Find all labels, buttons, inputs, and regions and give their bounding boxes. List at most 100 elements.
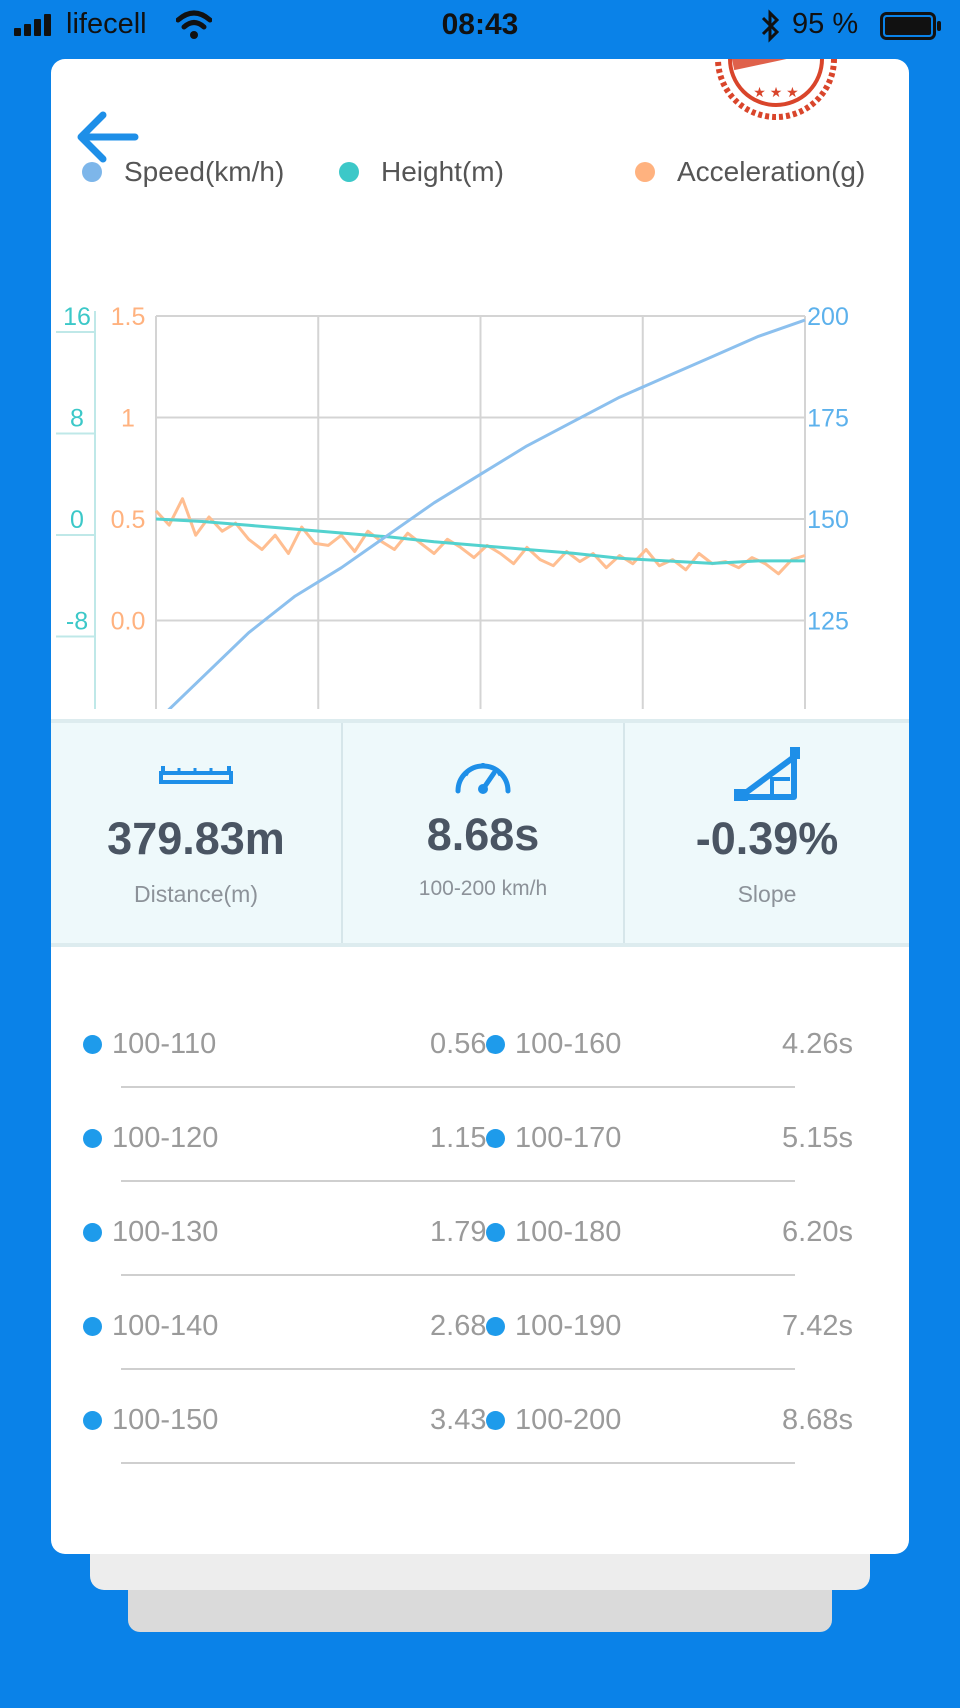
speed-tick-label: 200 xyxy=(807,303,849,331)
speedometer-icon xyxy=(343,753,623,795)
split-range: 100-180 xyxy=(515,1215,622,1248)
split-time: 6.20s xyxy=(782,1216,853,1248)
height-tick-label: 0 xyxy=(70,506,84,534)
svg-text:★ ★ ★: ★ ★ ★ xyxy=(753,84,798,100)
stat-slope: -0.39% Slope xyxy=(625,723,909,943)
split-right: 100-190 xyxy=(486,1296,621,1356)
time-value: 8.68s xyxy=(426,809,540,860)
acceleration-tick-label: 1.5 xyxy=(111,303,146,331)
distance-label: Distance(m) xyxy=(134,881,258,907)
slope-label: Slope xyxy=(737,881,797,907)
ruler-icon xyxy=(51,763,341,785)
split-time: 5.15s xyxy=(782,1122,853,1154)
split-right: 100-180 xyxy=(486,1202,621,1262)
status-bar: lifecell 08:43 95 % xyxy=(0,0,960,56)
back-button[interactable] xyxy=(75,109,141,165)
legend-acceleration-dot xyxy=(635,162,655,182)
acceleration-tick-label: 0.5 xyxy=(111,506,146,534)
slope-icon xyxy=(625,745,909,801)
bluetooth-icon xyxy=(761,9,780,43)
arrow-left-icon xyxy=(77,111,139,163)
legend-acceleration: Acceleration(g) xyxy=(635,156,865,188)
distance-value: 379.83m xyxy=(107,813,285,864)
split-left: 100-110 xyxy=(83,1014,216,1074)
split-left: 100-150 xyxy=(83,1390,218,1450)
legend-speed-label: Speed(km/h) xyxy=(124,156,285,187)
row-divider xyxy=(121,1086,795,1088)
time-label: 100-200 km/h xyxy=(418,877,548,900)
split-left: 100-130 xyxy=(83,1202,218,1262)
split-row: 100-150 3.43s 100-200 8.68s xyxy=(51,1390,909,1484)
legend-speed: Speed(km/h) xyxy=(82,156,284,188)
stats-panel: 379.83m Distance(m) 8.68s 100-200 km/h xyxy=(51,719,909,947)
split-range: 100-110 xyxy=(112,1027,217,1060)
wifi-icon xyxy=(176,10,212,39)
legend-height-dot xyxy=(339,162,359,182)
stat-divider xyxy=(623,723,625,943)
height-series-line xyxy=(155,517,805,565)
legend-height: Height(m) xyxy=(339,156,504,188)
split-dot xyxy=(83,1128,102,1148)
battery-icon xyxy=(880,12,941,40)
acceleration-tick-label: 1 xyxy=(121,405,135,433)
height-tick-label: 8 xyxy=(70,405,84,433)
split-right: 100-160 xyxy=(486,1014,621,1074)
split-dot xyxy=(83,1222,102,1242)
split-dot xyxy=(486,1222,505,1242)
split-time: 7.42s xyxy=(782,1310,853,1342)
split-range: 100-200 xyxy=(515,1403,622,1436)
acceleration-series-line xyxy=(154,497,806,576)
split-right: 100-170 xyxy=(486,1108,621,1168)
signal-icon xyxy=(14,14,51,36)
split-time: 4.26s xyxy=(782,1028,853,1060)
clock: 08:43 xyxy=(441,8,519,41)
row-divider xyxy=(121,1274,795,1276)
split-time: 3.43s xyxy=(430,1404,501,1436)
split-range: 100-140 xyxy=(112,1309,219,1342)
slope-value: -0.39% xyxy=(695,813,839,864)
split-dot xyxy=(486,1316,505,1336)
legend-speed-dot xyxy=(82,162,102,182)
split-range: 100-120 xyxy=(112,1121,219,1154)
split-row: 100-120 1.15s 100-170 5.15s xyxy=(51,1108,909,1202)
stamp-icon: ★ ★ ★ xyxy=(715,59,837,120)
split-time: 1.15s xyxy=(430,1122,501,1154)
legend-height-label: Height(m) xyxy=(381,156,504,187)
height-tick-label: 16 xyxy=(63,303,91,331)
speed-tick-label: 150 xyxy=(807,506,849,534)
row-divider xyxy=(121,1180,795,1182)
split-row: 100-110 0.56s 100-160 4.26s xyxy=(51,1014,909,1108)
split-left: 100-120 xyxy=(83,1108,218,1168)
stat-distance: 379.83m Distance(m) xyxy=(51,723,341,943)
split-time: 1.79s xyxy=(430,1216,501,1248)
chart-legend: Speed(km/h) Height(m) Acceleration(g) xyxy=(51,156,909,196)
split-time: 0.56s xyxy=(430,1028,501,1060)
split-dot xyxy=(83,1316,102,1336)
split-range: 100-160 xyxy=(515,1027,622,1060)
speed-tick-label: 175 xyxy=(807,405,849,433)
split-left: 100-140 xyxy=(83,1296,218,1356)
split-row: 100-130 1.79s 100-180 6.20s xyxy=(51,1202,909,1296)
speed-tick-label: 125 xyxy=(807,608,849,636)
split-range: 100-150 xyxy=(112,1403,219,1436)
row-divider xyxy=(121,1462,795,1464)
split-time: 8.68s xyxy=(782,1404,853,1436)
split-range: 100-170 xyxy=(515,1121,622,1154)
split-row: 100-140 2.68s 100-190 7.42s xyxy=(51,1296,909,1390)
speed-series-line xyxy=(167,318,806,709)
stat-time: 8.68s 100-200 km/h xyxy=(343,723,623,943)
split-right: 100-200 xyxy=(486,1390,621,1450)
stat-divider xyxy=(341,723,343,943)
height-tick-label: -8 xyxy=(66,608,88,636)
split-time: 2.68s xyxy=(430,1310,501,1342)
split-range: 100-130 xyxy=(112,1215,219,1248)
row-divider xyxy=(121,1368,795,1370)
carrier-name: lifecell xyxy=(66,8,147,40)
split-dot xyxy=(83,1034,102,1054)
result-card: ★ ★ ★ Speed(km/h) Height(m) Acceleration… xyxy=(51,59,909,1554)
split-dot xyxy=(486,1128,505,1148)
split-dot xyxy=(486,1410,505,1430)
split-dot xyxy=(486,1034,505,1054)
legend-acceleration-label: Acceleration(g) xyxy=(677,156,866,187)
